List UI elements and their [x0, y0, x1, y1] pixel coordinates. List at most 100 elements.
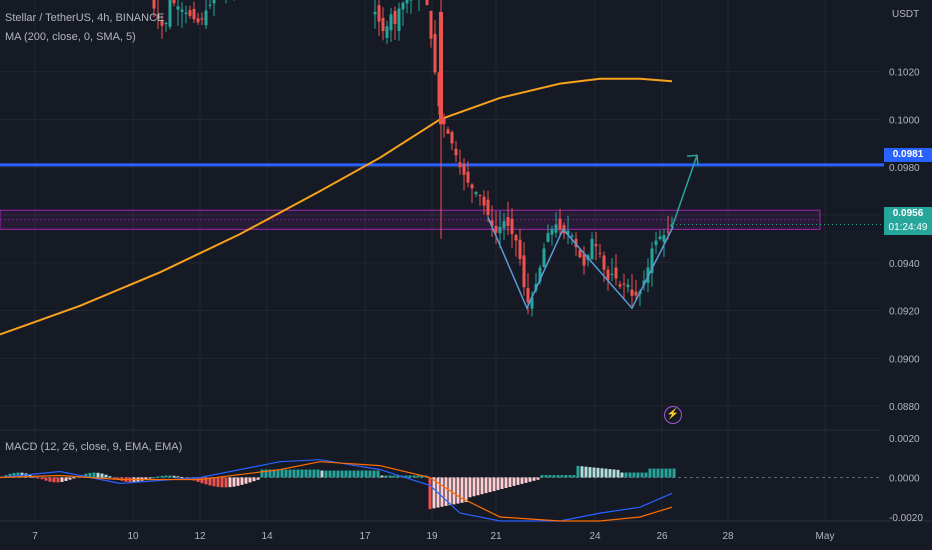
candle-body: [458, 162, 462, 168]
macd-legend[interactable]: MACD (12, 26, close, 9, EMA, EMA): [5, 441, 183, 453]
macd-histogram-bar: [420, 475, 424, 478]
macd-histogram-bar: [528, 477, 532, 482]
candle-body: [474, 192, 478, 195]
macd-histogram-bar: [452, 477, 456, 505]
candle-body: [510, 218, 514, 235]
candle-body: [578, 249, 582, 258]
macd-histogram-bar: [600, 468, 604, 478]
macd-tick-label: -0.0020: [889, 513, 923, 524]
macd-histogram-bar: [432, 477, 436, 509]
macd-histogram-bar: [96, 472, 100, 478]
macd-histogram-bar: [176, 476, 180, 478]
macd-histogram-bar: [212, 477, 216, 487]
macd-histogram-bar: [252, 477, 256, 482]
candle-body: [482, 196, 486, 206]
time-tick-label: 12: [194, 531, 206, 542]
candle-body: [478, 194, 482, 196]
macd-histogram-bar: [300, 469, 304, 478]
candle-body: [630, 289, 634, 296]
macd-histogram-bar: [248, 477, 252, 483]
macd-histogram-bar: [408, 475, 412, 478]
macd-histogram-bar: [312, 469, 316, 478]
macd-histogram-bar: [220, 477, 224, 488]
macd-histogram-bar: [236, 477, 240, 486]
macd-histogram-bar: [440, 477, 444, 507]
macd-histogram-bar: [256, 477, 260, 480]
macd-histogram-bar: [524, 477, 528, 483]
candle-body: [502, 221, 506, 229]
candle-body: [192, 8, 196, 20]
candle-body: [650, 248, 654, 273]
macd-histogram-bar: [384, 475, 388, 478]
candle-body: [156, 14, 160, 20]
macd-histogram-bar: [376, 470, 380, 478]
macd-histogram-bar: [632, 472, 636, 478]
price-tick-label: 0.0920: [889, 307, 920, 318]
macd-histogram-bar: [56, 477, 60, 483]
candle-body: [658, 236, 662, 240]
candle-body: [634, 291, 638, 296]
bar-countdown: 01:24:49: [884, 221, 932, 235]
candle-body: [433, 33, 437, 73]
macd-histogram-bar: [308, 469, 312, 478]
macd-histogram-bar: [164, 475, 168, 478]
lightning-icon[interactable]: ⚡: [664, 406, 682, 424]
candle-body: [409, 0, 413, 1]
macd-histogram-bar: [428, 477, 432, 510]
macd-histogram-bar: [652, 468, 656, 478]
macd-histogram-bar: [520, 477, 524, 484]
candle-body: [570, 235, 574, 237]
candle-body: [397, 8, 401, 31]
macd-histogram-bar: [668, 468, 672, 478]
macd-histogram-bar: [396, 475, 400, 478]
candle-body: [554, 224, 558, 233]
macd-histogram-bar: [276, 469, 280, 478]
macd-histogram-bar: [380, 475, 384, 478]
candle-body: [470, 184, 474, 189]
macd-histogram-bar: [552, 475, 556, 478]
macd-axis: 0.0020 0.0000 -0.0020: [889, 434, 923, 524]
macd-histogram-bar: [476, 477, 480, 496]
candle-body: [200, 18, 204, 20]
price-axis[interactable]: 0.10200.10000.09800.09600.09400.09200.09…: [889, 68, 920, 413]
macd-histogram-bar: [540, 475, 544, 478]
macd-histogram-bar: [332, 470, 336, 478]
time-tick-label: 28: [722, 531, 734, 542]
macd-histogram-bar: [516, 477, 520, 485]
macd-histogram-bar: [504, 477, 508, 489]
macd-histogram-bar: [224, 477, 228, 488]
candle-body: [654, 240, 658, 245]
macd-histogram-bar: [656, 468, 660, 478]
macd-histogram-bar: [472, 477, 476, 497]
time-tick-label: 24: [589, 531, 601, 542]
macd-histogram-bar: [664, 468, 668, 478]
macd-histogram-bar: [180, 477, 184, 479]
macd-histogram-bar: [644, 472, 648, 478]
symbol-legend[interactable]: Stellar / TetherUS, 4h, BINANCE: [5, 12, 165, 24]
candle-body: [622, 283, 626, 285]
candle-body: [212, 0, 216, 4]
candle-body: [176, 6, 180, 10]
candle-body: [381, 17, 385, 32]
candle-body: [429, 10, 433, 39]
macd-histogram-bar: [200, 477, 204, 484]
signal-line: [0, 461, 673, 522]
ma-legend[interactable]: MA (200, close, 0, SMA, 5): [5, 31, 136, 43]
macd-histogram-bar: [240, 477, 244, 485]
time-tick-label: May: [816, 531, 835, 542]
time-tick-label: 21: [490, 531, 502, 542]
projection-head: [686, 154, 699, 166]
projection-arrow[interactable]: [672, 154, 699, 225]
time-axis[interactable]: 7 10 12 14 17 19 21 24 26 28 May: [32, 531, 834, 542]
macd-histogram-bar: [288, 469, 292, 478]
macd-histogram-bar: [404, 475, 408, 478]
candle-body: [486, 199, 490, 215]
candle-body: [522, 255, 526, 288]
macd-histogram-bar: [40, 477, 44, 480]
candle-body: [160, 20, 164, 26]
candle-body: [208, 4, 212, 6]
double-bottom-pattern[interactable]: [487, 217, 674, 311]
macd-histogram-bar: [168, 475, 172, 478]
candle-body: [542, 248, 546, 268]
